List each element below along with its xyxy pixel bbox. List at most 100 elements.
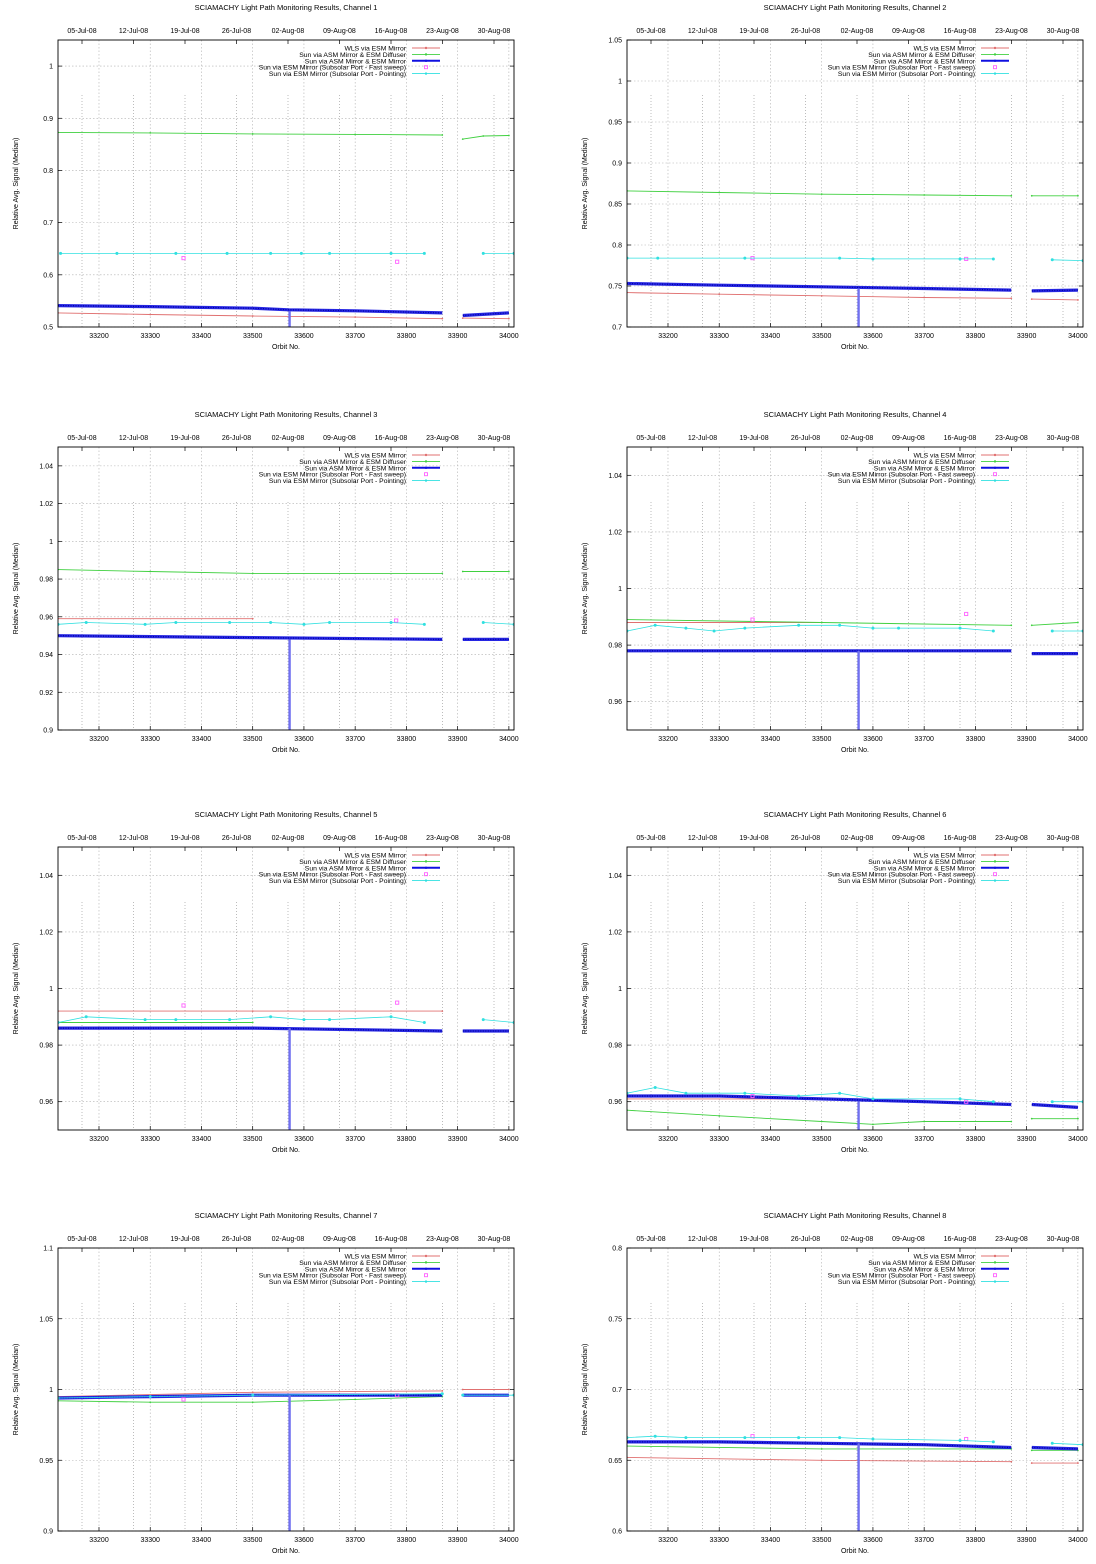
series-point (354, 316, 357, 318)
series-line-diffuser (58, 569, 443, 574)
y-tick-label: 0.6 (612, 1529, 622, 1536)
x-tick-label: 33700 (345, 1537, 365, 1544)
series-point (820, 1120, 823, 1123)
y-tick-label: 1.04 (608, 873, 622, 880)
legend-swatch (424, 65, 428, 70)
chart-panel-2: SCIAMACHY Light Path Monitoring Results,… (582, 3, 1088, 351)
legend-entry-label: Sun via ESM Mirror (Subsolar Port - Fast… (828, 472, 975, 479)
date-tick-label: 09-Aug-08 (892, 835, 925, 842)
legend-swatch-point (993, 1254, 997, 1258)
series-point (328, 1018, 332, 1022)
date-tick-label: 02-Aug-08 (272, 28, 305, 35)
y-tick-label: 1 (49, 64, 53, 71)
series-point (838, 623, 842, 627)
legend-swatch (993, 872, 997, 877)
chart-panel-1: SCIAMACHY Light Path Monitoring Results,… (13, 3, 519, 351)
date-tick-label: 19-Jul-08 (170, 435, 199, 442)
legend-swatch (993, 65, 997, 70)
x-tick-label: 33700 (914, 1537, 934, 1544)
chart-title: SCIAMACHY Light Path Monitoring Results,… (195, 410, 378, 419)
series-band-texture (58, 305, 443, 314)
legend-entry-label: Sun via ESM Mirror (Subsolar Port - Fast… (259, 65, 406, 72)
chart-panel-4: SCIAMACHY Light Path Monitoring Results,… (582, 410, 1088, 754)
y-tick-label: 0.96 (39, 614, 53, 621)
series-point (228, 1018, 232, 1022)
series-point (149, 570, 152, 573)
y-tick-label: 0.8 (612, 1246, 622, 1253)
data-layer (58, 1388, 514, 1531)
y-tick-label: 0.92 (39, 690, 53, 697)
x-tick-label: 33500 (243, 1136, 263, 1143)
series-point (507, 317, 510, 320)
legend-swatch-point (424, 879, 428, 882)
date-tick-label: 30-Aug-08 (1047, 1236, 1080, 1243)
chart-title: SCIAMACHY Light Path Monitoring Results,… (195, 1211, 378, 1220)
series-line-diffuser (627, 1109, 1012, 1125)
date-tick-label: 05-Jul-08 (636, 28, 665, 35)
y-tick-label: 1.04 (39, 873, 53, 880)
series-band-texture (1031, 1446, 1078, 1450)
x-axis-label: Orbit No. (272, 1548, 300, 1555)
legend-entry-label: Sun via ESM Mirror (Subsolar Port - Poin… (269, 478, 406, 485)
series-point (482, 135, 485, 137)
series-point (718, 191, 721, 194)
x-tick-label: 33700 (914, 736, 934, 743)
legend-entry-label: Sun via ASM Mirror & ESM Diffuser (868, 1260, 976, 1267)
date-tick-label: 02-Aug-08 (841, 835, 874, 842)
date-tick-label: 23-Aug-08 (426, 435, 459, 442)
legend-entry-label: Sun via ESM Mirror (Subsolar Port - Poin… (838, 478, 975, 485)
legend-swatch-point (993, 1280, 997, 1283)
fast-sweep-marker (181, 1003, 186, 1008)
x-tick-label: 33300 (709, 736, 729, 743)
x-tick-label: 33700 (345, 1136, 365, 1143)
legend-swatch (993, 472, 997, 477)
x-tick-label: 33800 (397, 1136, 417, 1143)
y-axis-label: Relative Avg. Signal (Median) (13, 543, 20, 635)
x-tick-label: 33200 (89, 736, 109, 743)
x-tick-label: 33800 (966, 736, 986, 743)
spike-line (288, 639, 291, 730)
chart-title: SCIAMACHY Light Path Monitoring Results,… (764, 1211, 947, 1220)
date-tick-label: 23-Aug-08 (995, 28, 1028, 35)
date-tick-label: 30-Aug-08 (1047, 435, 1080, 442)
y-tick-label: 0.98 (608, 1043, 622, 1050)
y-tick-label: 0.9 (612, 161, 622, 168)
x-tick-label: 34000 (1068, 736, 1088, 743)
series-line-pointing (58, 1393, 443, 1399)
series-point (872, 1123, 874, 1126)
series-point (441, 134, 444, 136)
x-tick-label: 33300 (709, 1136, 729, 1143)
date-tick-label: 12-Jul-08 (119, 1236, 148, 1243)
legend-entry-label: WLS via ESM Mirror (913, 1254, 975, 1261)
y-tick-label: 0.75 (608, 1316, 622, 1323)
x-tick-label: 34000 (499, 1136, 519, 1143)
data-layer (58, 1000, 514, 1130)
date-tick-label: 16-Aug-08 (375, 835, 408, 842)
x-tick-label: 33200 (89, 1537, 109, 1544)
x-tick-label: 34000 (1068, 1136, 1088, 1143)
date-tick-label: 12-Jul-08 (688, 435, 717, 442)
y-tick-label: 0.95 (39, 1458, 53, 1465)
chart-title: SCIAMACHY Light Path Monitoring Results,… (764, 810, 947, 819)
chart-panel-7: SCIAMACHY Light Path Monitoring Results,… (13, 1211, 519, 1555)
series-point (1076, 621, 1079, 624)
legend-entry-label: Sun via ASM Mirror & ESM Mirror (305, 58, 407, 65)
x-tick-label: 33300 (140, 333, 160, 340)
x-tick-label: 33700 (914, 333, 934, 340)
x-axis-label: Orbit No. (841, 344, 869, 351)
legend-swatch-point (424, 860, 428, 863)
legend-entry-label: WLS via ESM Mirror (913, 453, 975, 460)
series-point (440, 1392, 444, 1396)
series-line-pointing (1052, 1442, 1083, 1446)
y-axis-label: Relative Avg. Signal (Median) (582, 543, 589, 635)
x-tick-label: 33500 (243, 736, 263, 743)
series-point (149, 131, 152, 134)
fast-sweep-marker (181, 1397, 186, 1402)
series-line-wls (462, 317, 509, 320)
x-axis-label: Orbit No. (272, 344, 300, 351)
y-tick-label: 1 (49, 986, 53, 993)
x-tick-label: 33300 (709, 1537, 729, 1544)
series-point (225, 251, 229, 255)
legend-swatch-point (993, 46, 997, 50)
chart-panel-6: SCIAMACHY Light Path Monitoring Results,… (582, 810, 1088, 1154)
